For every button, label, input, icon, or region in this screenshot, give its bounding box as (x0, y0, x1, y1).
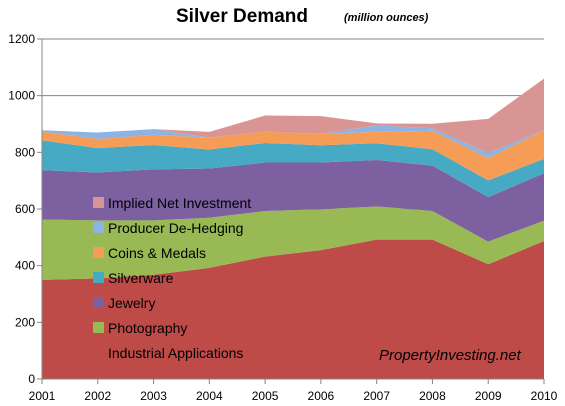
area-series-group (42, 78, 544, 379)
area-photography (42, 206, 544, 280)
legend-swatch-coins-and-medals (93, 247, 104, 258)
legend-label-photography: Photography (108, 320, 187, 336)
area-implied-net-investment (42, 78, 544, 153)
x-tick-label: 2006 (308, 389, 335, 403)
legend-swatch-photography (93, 322, 104, 333)
y-tick-label: 600 (15, 202, 35, 216)
y-tick-label: 0 (28, 372, 35, 386)
y-tick-label: 1000 (8, 89, 35, 103)
x-tick-label: 2009 (475, 389, 502, 403)
legend-swatch-industrial-applications (93, 347, 104, 358)
area-coins-and-medals (42, 130, 544, 181)
x-tick-label: 2005 (252, 389, 279, 403)
x-tick-label: 2010 (531, 389, 558, 403)
area-producer-de-hedging (42, 125, 544, 158)
legend-swatch-jewelry (93, 297, 104, 308)
legend-label-silverware: Silverware (108, 270, 174, 286)
x-tick-label: 2001 (29, 389, 56, 403)
watermark-text: PropertyInvesting.net (379, 347, 522, 364)
area-silverware (42, 140, 544, 198)
legend-label-jewelry: Jewelry (108, 295, 155, 311)
y-tick-label: 200 (15, 315, 35, 329)
legend-label-coins-and-medals: Coins & Medals (108, 245, 206, 261)
x-tick-label: 2008 (419, 389, 446, 403)
chart-title: Silver Demand (176, 6, 308, 27)
axes: 0 200 400 600 800 1000 1200 2001 2002 2003 2004 200… (8, 32, 557, 403)
legend-label-producer-de-hedging: Producer De-Hedging (108, 220, 243, 236)
y-tick-label: 800 (15, 145, 35, 159)
x-tick-label: 2007 (363, 389, 390, 403)
x-tick-label: 2003 (140, 389, 167, 403)
legend: Implied Net Investment Producer De-Hedgin… (93, 195, 251, 361)
x-tick-label: 2004 (196, 389, 223, 403)
legend-swatch-producer-de-hedging (93, 222, 104, 233)
area-industrial-applications (42, 239, 544, 379)
y-tick-label: 1200 (8, 32, 35, 46)
y-tick-label: 400 (15, 259, 35, 273)
area-jewelry (42, 159, 544, 242)
legend-swatch-silverware (93, 272, 104, 283)
chart-subtitle: (million ounces) (344, 12, 429, 24)
x-tick-label: 2002 (84, 389, 111, 403)
legend-label-implied-net-investment: Implied Net Investment (108, 195, 251, 211)
legend-swatch-implied-net-investment (93, 197, 104, 208)
legend-label-industrial-applications: Industrial Applications (108, 345, 243, 361)
